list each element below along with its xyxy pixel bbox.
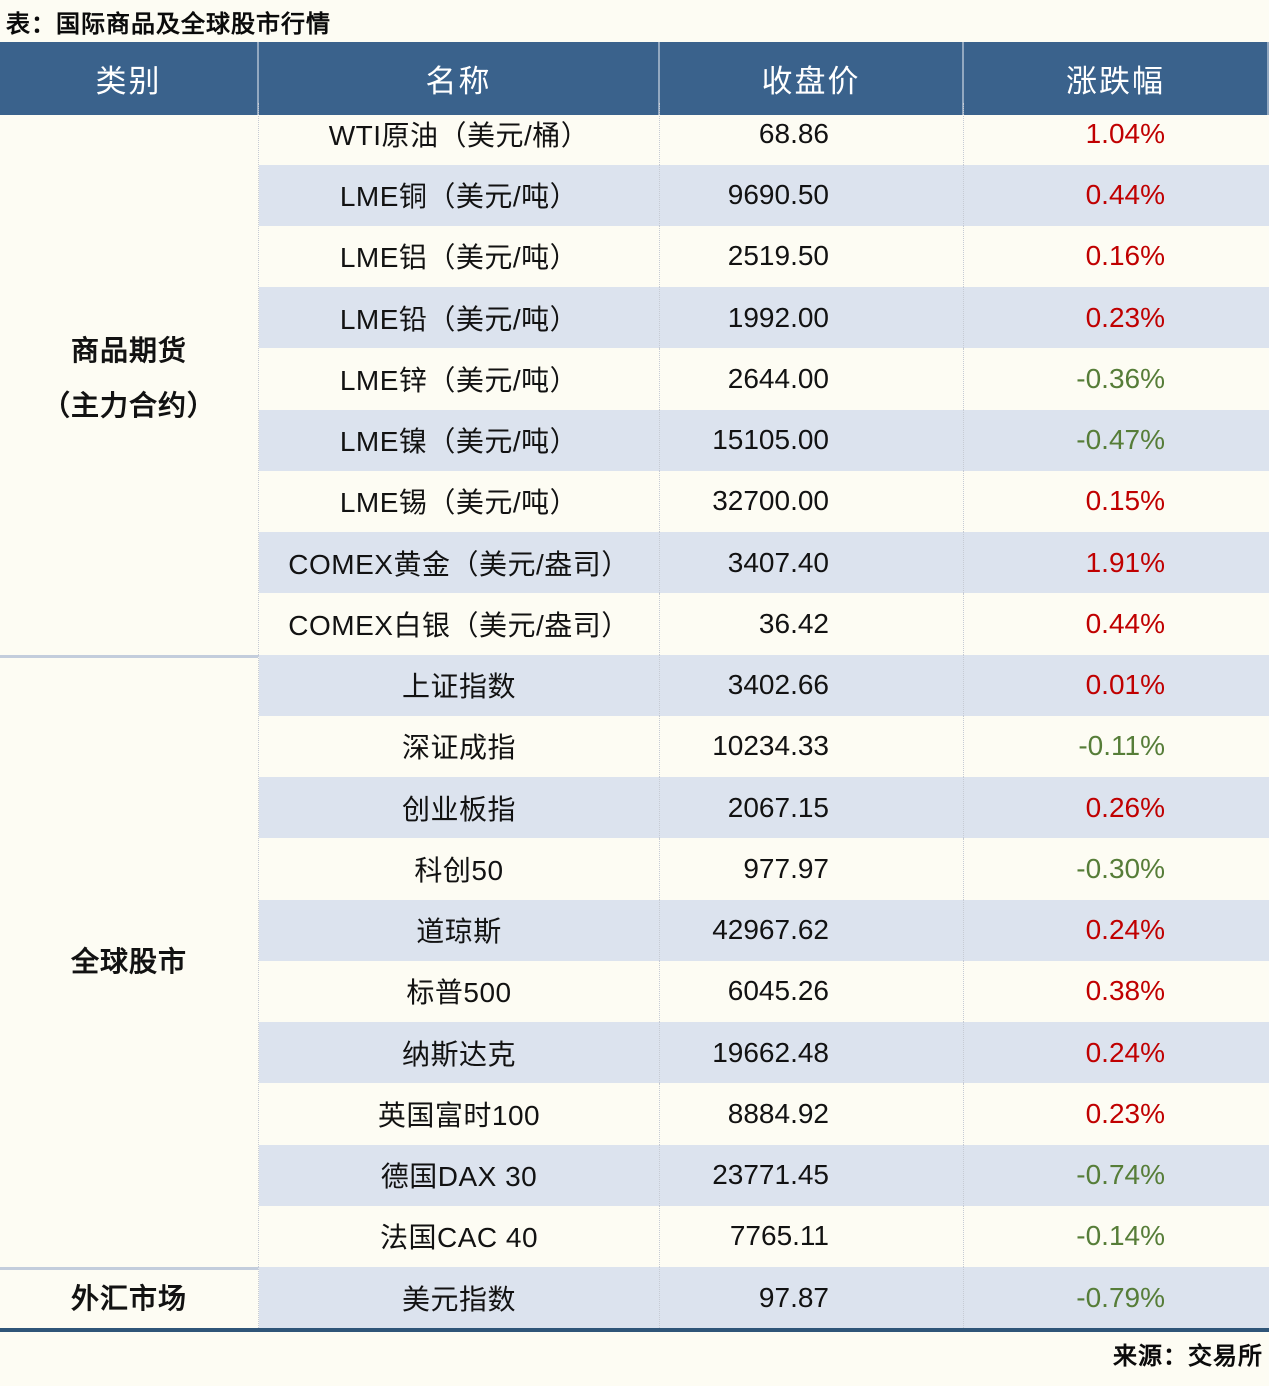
close-price: 9690.50 <box>660 164 964 226</box>
instrument-name: 深证成指 <box>259 715 660 777</box>
change-percent: -0.79% <box>964 1267 1269 1329</box>
change-percent: 1.04% <box>1085 117 1165 149</box>
header-cell-category: 类别 <box>0 42 259 115</box>
instrument-name: 美元指数 <box>259 1267 660 1329</box>
title-bar: 表：国际商品及全球股市行情 <box>0 0 1269 42</box>
category-label-line: 外汇市场 <box>70 1282 187 1314</box>
close-price: 68.86 <box>660 103 964 165</box>
instrument-name: COMEX白银（美元/盎司） <box>259 593 660 655</box>
change-percent: 0.23% <box>1085 1097 1165 1129</box>
close-price: 97.87 <box>660 1267 964 1329</box>
change-percent: 1.91% <box>964 532 1269 594</box>
instrument-name: LME锌（美元/吨） <box>259 348 660 410</box>
instrument-name: 英国富时100 <box>259 1083 660 1145</box>
source-bar: 来源：交易所 <box>0 1332 1269 1374</box>
source-label: 来源：交易所 <box>1113 1342 1263 1370</box>
instrument-name: 纳斯达克 <box>259 1022 660 1084</box>
instrument-name: WTI原油（美元/桶） <box>259 103 660 165</box>
close-price: 2519.50 <box>660 225 964 287</box>
change-percent: 0.44% <box>964 164 1269 226</box>
change-percent: 0.24% <box>964 1022 1269 1084</box>
close-price: 42967.62 <box>660 899 964 961</box>
close-price: 8884.92 <box>660 1083 964 1145</box>
header-cell-name: 名称 <box>259 42 660 115</box>
instrument-name: LME铜（美元/吨） <box>259 164 660 226</box>
instrument-name: LME锡（美元/吨） <box>259 470 660 532</box>
close-price: 3407.40 <box>660 532 964 594</box>
close-price: 6045.26 <box>660 960 964 1022</box>
close-price: 2067.15 <box>660 777 964 839</box>
header-cell-change: 涨跌幅 <box>964 42 1269 115</box>
change-percent: -0.14% <box>1076 1220 1165 1252</box>
close-price: 977.97 <box>660 838 964 900</box>
instrument-name: 科创50 <box>259 838 660 900</box>
change-percent: -0.47% <box>964 409 1269 471</box>
header-cell-close: 收盘价 <box>660 42 964 115</box>
change-percent: 0.01% <box>964 654 1269 716</box>
instrument-name: 德国DAX 30 <box>259 1144 660 1206</box>
change-percent: 0.44% <box>1085 607 1165 639</box>
instrument-name: COMEX黄金（美元/盎司） <box>259 532 660 594</box>
close-price: 10234.33 <box>660 715 964 777</box>
close-price: 32700.00 <box>660 470 964 532</box>
instrument-name: 道琼斯 <box>259 899 660 961</box>
category-cell: 外汇市场 <box>0 1267 259 1329</box>
instrument-name: LME镍（美元/吨） <box>259 409 660 471</box>
close-price: 1992.00 <box>660 287 964 349</box>
change-percent: 0.16% <box>1085 240 1165 272</box>
change-percent: 0.26% <box>964 777 1269 839</box>
market-table: 类别 名称 收盘价 涨跌幅 商品期货 （主力合约） WTI原油（美元/桶） 68.86… <box>0 42 1269 1333</box>
change-percent: 0.23% <box>964 287 1269 349</box>
instrument-name: 法国CAC 40 <box>259 1205 660 1267</box>
change-percent: -0.11% <box>1078 730 1165 762</box>
category-label-line: 商品期货 <box>70 335 187 367</box>
change-percent: 0.15% <box>1085 485 1165 517</box>
instrument-name: 创业板指 <box>259 777 660 839</box>
instrument-name: 上证指数 <box>259 654 660 716</box>
category-label-line: （主力合约） <box>41 389 216 421</box>
close-price: 7765.11 <box>660 1205 964 1267</box>
category-label-line: 全球股市 <box>70 945 187 977</box>
instrument-name: LME铝（美元/吨） <box>259 225 660 287</box>
page-title: 表：国际商品及全球股市行情 <box>6 10 331 38</box>
category-cell: 商品期货 （主力合约） <box>0 103 259 655</box>
instrument-name: 标普500 <box>259 960 660 1022</box>
change-percent: 0.24% <box>964 899 1269 961</box>
instrument-name: LME铅（美元/吨） <box>259 287 660 349</box>
change-percent: -0.30% <box>1076 852 1165 884</box>
change-percent: -0.74% <box>964 1144 1269 1206</box>
close-price: 23771.45 <box>660 1144 964 1206</box>
change-percent: -0.36% <box>1076 362 1165 394</box>
close-price: 2644.00 <box>660 348 964 410</box>
close-price: 15105.00 <box>660 409 964 471</box>
close-price: 19662.48 <box>660 1022 964 1084</box>
close-price: 36.42 <box>660 593 964 655</box>
close-price: 3402.66 <box>660 654 964 716</box>
category-cell: 全球股市 <box>0 654 259 1267</box>
change-percent: 0.38% <box>1085 975 1165 1007</box>
